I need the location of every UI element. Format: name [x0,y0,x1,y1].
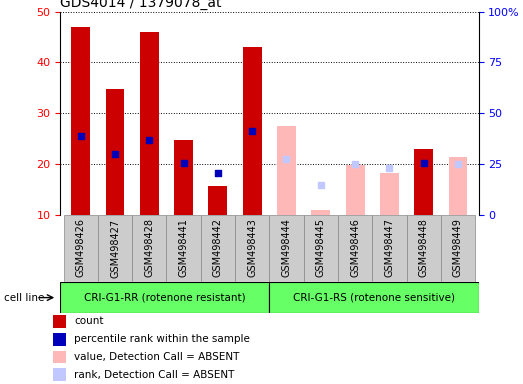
Point [419,160,428,166]
Bar [372,215,406,282]
Bar [338,215,372,282]
Bar [53,368,66,381]
Bar [449,157,468,215]
Bar [140,32,159,215]
Bar [71,27,90,215]
Text: GSM498449: GSM498449 [453,218,463,277]
Bar [53,351,66,363]
Bar [98,215,132,282]
Bar [53,315,66,328]
Bar [269,282,479,313]
Text: GSM498443: GSM498443 [247,218,257,277]
Point [385,165,394,171]
Bar [174,140,193,215]
Bar [346,165,365,215]
Bar [106,89,124,215]
Point [111,151,119,157]
Point [351,161,359,167]
Bar [166,215,201,282]
Text: GSM498428: GSM498428 [144,218,154,277]
Bar [311,210,330,215]
Bar [269,215,304,282]
Point [248,128,256,134]
Text: GDS4014 / 1379078_at: GDS4014 / 1379078_at [60,0,222,10]
Text: GSM498448: GSM498448 [419,218,429,277]
Bar [53,333,66,346]
Text: rank, Detection Call = ABSENT: rank, Detection Call = ABSENT [74,370,234,380]
Point [145,137,153,143]
Text: CRI-G1-RR (rotenone resistant): CRI-G1-RR (rotenone resistant) [84,293,246,303]
Text: cell line: cell line [4,293,44,303]
Bar [414,149,433,215]
Bar [132,215,166,282]
Text: GSM498444: GSM498444 [281,218,291,277]
Text: GSM498445: GSM498445 [316,218,326,277]
Bar [441,215,475,282]
Text: GSM498427: GSM498427 [110,218,120,278]
Text: GSM498447: GSM498447 [384,218,394,277]
Point [76,133,85,139]
Point [282,156,291,162]
Point [214,170,222,176]
Bar [64,215,98,282]
Text: percentile rank within the sample: percentile rank within the sample [74,334,250,344]
Bar [209,186,228,215]
Bar [60,282,269,313]
Point [316,181,325,187]
Point [179,160,188,166]
Bar [201,215,235,282]
Bar [380,173,399,215]
Text: GSM498446: GSM498446 [350,218,360,277]
Text: GSM498426: GSM498426 [76,218,86,277]
Point [454,161,462,167]
Text: CRI-G1-RS (rotenone sensitive): CRI-G1-RS (rotenone sensitive) [293,293,455,303]
Bar [243,47,262,215]
Text: GSM498441: GSM498441 [179,218,189,277]
Bar [406,215,441,282]
Bar [277,126,296,215]
Bar [235,215,269,282]
Text: value, Detection Call = ABSENT: value, Detection Call = ABSENT [74,352,240,362]
Bar [304,215,338,282]
Text: GSM498442: GSM498442 [213,218,223,277]
Text: count: count [74,316,104,326]
